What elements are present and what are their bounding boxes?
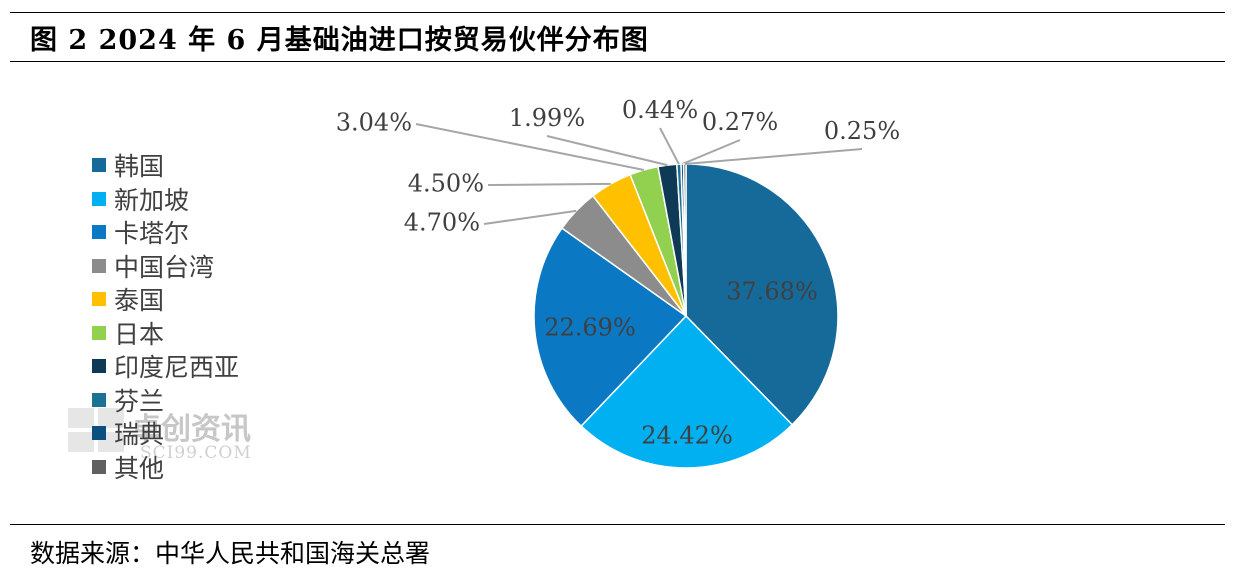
legend-item: 其他 xyxy=(92,453,164,483)
data-label-7: 1.99% xyxy=(509,104,585,132)
legend-label: 卡塔尔 xyxy=(114,219,190,248)
legend-swatch xyxy=(92,359,106,373)
legend-item: 中国台湾 xyxy=(92,252,214,282)
legend-item: 瑞典 xyxy=(92,419,164,449)
leader-line-5 xyxy=(487,182,611,186)
data-label-8: 0.44% xyxy=(622,96,698,124)
leader-line-7 xyxy=(546,135,668,167)
data-label-3: 22.69% xyxy=(544,314,636,342)
legend-label: 泰国 xyxy=(114,286,165,315)
pie-slice-1 xyxy=(685,163,839,426)
legend-item: 韩国 xyxy=(92,151,164,181)
legend-swatch xyxy=(92,158,106,172)
data-label-2: 24.42% xyxy=(641,422,733,450)
legend-label: 新加坡 xyxy=(114,185,190,215)
legend-swatch xyxy=(92,258,106,273)
data-label-1: 37.68% xyxy=(726,278,818,306)
legend-label: 日本 xyxy=(114,319,165,349)
source-rule xyxy=(10,524,1225,525)
legend-label: 芬兰 xyxy=(114,386,165,416)
leader-line-10 xyxy=(684,148,863,166)
leader-line-9 xyxy=(681,139,741,165)
watermark-text: 卓创资讯 xyxy=(131,412,251,447)
data-label-9: 0.27% xyxy=(702,108,778,136)
legend-label: 中国台湾 xyxy=(114,252,215,282)
data-label-6: 3.04% xyxy=(336,109,412,137)
pie-slice-2 xyxy=(580,314,794,469)
data-label-4: 4.70% xyxy=(404,209,480,237)
watermark-subtext: SCI99.COM xyxy=(140,443,252,463)
leader-line-8 xyxy=(659,127,680,165)
leader-line-4 xyxy=(483,209,577,225)
legend-label: 瑞典 xyxy=(114,420,165,449)
legend-item: 芬兰 xyxy=(92,386,164,416)
legend-swatch xyxy=(92,191,106,206)
pie-slice-3 xyxy=(533,227,688,428)
legend-swatch xyxy=(92,426,106,440)
legend-swatch xyxy=(92,292,106,306)
legend-label: 韩国 xyxy=(114,152,165,181)
title-rule xyxy=(10,61,1225,62)
data-label-10: 0.25% xyxy=(824,117,900,145)
figure-title: 图 2 2024 年 6 月基础油进口按贸易伙伴分布图 xyxy=(30,25,649,56)
legend-label: 其他 xyxy=(114,453,165,483)
leader-line-6 xyxy=(415,123,645,171)
source-note: 数据来源：中华人民共和国海关总署 xyxy=(30,539,431,568)
legend-item: 泰国 xyxy=(92,285,164,315)
legend-label: 印度尼西亚 xyxy=(114,353,240,382)
legend-swatch xyxy=(92,325,106,340)
data-label-5: 4.50% xyxy=(408,170,484,198)
legend-item: 日本 xyxy=(92,319,164,349)
legend-item: 卡塔尔 xyxy=(92,218,189,248)
legend-swatch xyxy=(92,392,106,407)
top-rule xyxy=(10,12,1225,13)
legend-swatch xyxy=(92,459,106,474)
legend-swatch xyxy=(92,225,106,239)
watermark-logo-icon xyxy=(68,408,124,452)
legend-item: 新加坡 xyxy=(92,185,189,215)
legend-item: 印度尼西亚 xyxy=(92,352,239,382)
